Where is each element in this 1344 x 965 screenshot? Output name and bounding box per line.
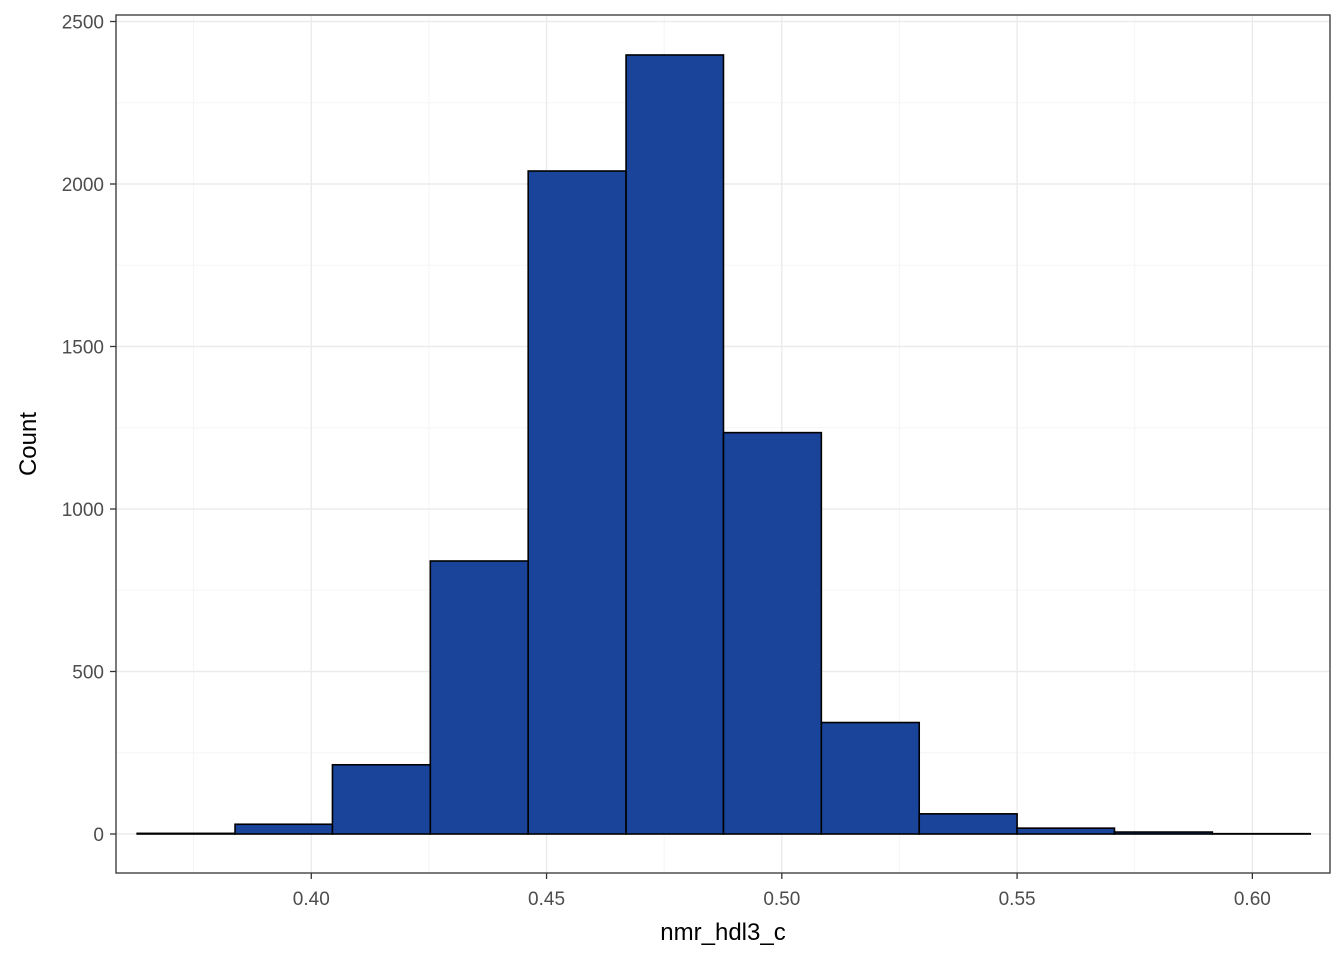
x-tick-label-4: 0.60	[1234, 889, 1271, 910]
histogram-bar-8	[821, 723, 919, 834]
histogram-bar-3	[332, 765, 430, 834]
y-tick-label-4: 2000	[62, 175, 104, 196]
histogram-bar-7	[723, 433, 821, 834]
x-tick-label-1: 0.45	[528, 889, 565, 910]
y-tick-label-5: 2500	[62, 13, 104, 34]
y-tick-label-3: 1500	[62, 338, 104, 359]
histogram-bar-2	[235, 824, 332, 834]
histogram-bar-1	[137, 833, 235, 834]
y-axis-title: Count	[15, 412, 42, 476]
x-axis-title: nmr_hdl3_c	[660, 919, 785, 946]
x-tick-label-0: 0.40	[293, 889, 330, 910]
histogram-bar-9	[919, 814, 1017, 834]
histogram-bar-6	[626, 55, 723, 834]
y-tick-label-0: 0	[93, 825, 104, 846]
histogram-bar-11	[1114, 832, 1212, 834]
y-tick-label-1: 500	[72, 663, 104, 684]
x-tick-label-2: 0.50	[763, 889, 800, 910]
histogram-bar-5	[528, 171, 626, 834]
histogram-bar-10	[1017, 828, 1114, 834]
x-tick-label-3: 0.55	[999, 889, 1036, 910]
y-tick-label-2: 1000	[62, 500, 104, 521]
histogram-bar-4	[430, 561, 528, 834]
